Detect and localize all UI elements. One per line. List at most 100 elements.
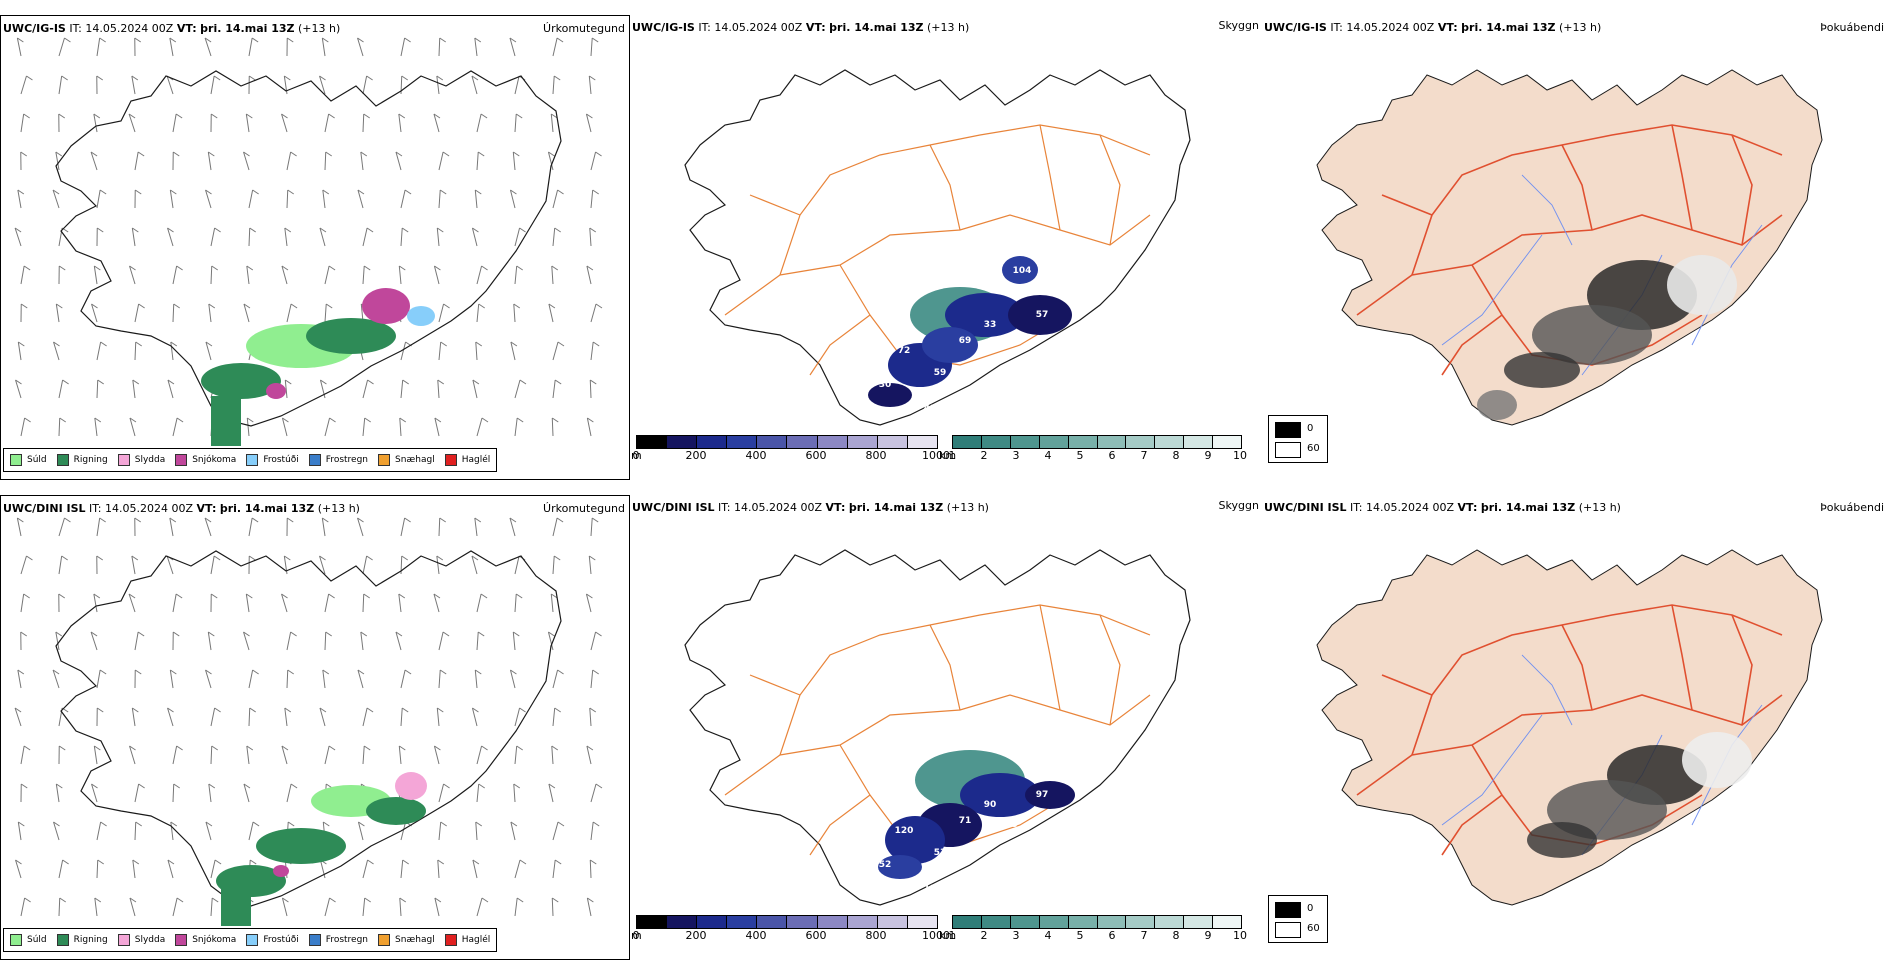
- wind-barb-tick: [249, 76, 255, 80]
- wind-barb: [208, 152, 211, 170]
- wind-barb-tick: [326, 304, 332, 308]
- cloud-base-value: 104: [1013, 266, 1032, 276]
- panel-title: UWC/DINI ISL IT: 14.05.2024 00Z VT: þri.…: [632, 501, 989, 514]
- wind-barb-tick: [438, 380, 444, 384]
- wind-barb: [439, 152, 443, 170]
- wind-barb: [363, 594, 364, 612]
- wind-barb: [133, 860, 135, 878]
- wind-barb: [209, 784, 211, 802]
- colorbar-tick: 10: [1233, 929, 1247, 942]
- wind-barb: [363, 898, 365, 916]
- wind-barb-tick: [557, 38, 563, 42]
- colorbar-tick: 9: [1205, 449, 1212, 462]
- wind-barb: [477, 152, 478, 170]
- legend-label: Súld: [27, 935, 47, 945]
- legend-label: Frostregn: [326, 455, 368, 465]
- wind-barb: [325, 632, 326, 650]
- wind-barb: [133, 380, 135, 398]
- wind-barb: [94, 746, 97, 764]
- wind-barb: [56, 784, 59, 802]
- wind-barb: [551, 114, 553, 132]
- wind-barb: [59, 860, 63, 878]
- wind-barb: [590, 708, 591, 726]
- wind-barb: [553, 708, 555, 726]
- wind-barb: [439, 784, 444, 802]
- precip-panel-bottom: UWC/DINI ISL IT: 14.05.2024 00Z VT: þri.…: [0, 495, 630, 960]
- colorbar-tick: 400: [746, 929, 767, 942]
- wind-barb-tick: [513, 632, 519, 636]
- colorbar-step: [757, 436, 787, 448]
- wind-barb: [399, 594, 401, 612]
- wind-barb: [363, 266, 364, 284]
- wind-barb-tick: [211, 594, 217, 598]
- wind-barb: [439, 518, 440, 536]
- wind-barb: [211, 708, 215, 726]
- legend-item: Súld: [10, 454, 47, 466]
- wind-barb-tick: [364, 114, 370, 118]
- wind-barb-tick: [252, 38, 258, 42]
- wind-barb-tick: [592, 38, 598, 42]
- road: [810, 795, 870, 855]
- wind-barb-tick: [365, 898, 371, 902]
- wind-barb: [285, 228, 287, 246]
- legend-label: Frostúði: [263, 455, 298, 465]
- wind-barb: [439, 822, 441, 840]
- wind-barb: [53, 190, 59, 208]
- wind-barb: [587, 898, 591, 916]
- fog-legend-low: 0: [1307, 423, 1313, 434]
- wind-barb: [173, 898, 177, 916]
- legend-swatch: [57, 454, 69, 466]
- wind-barb: [21, 556, 26, 574]
- colorbar-tick: 6: [1109, 449, 1116, 462]
- wind-barb: [513, 632, 515, 650]
- colorbar-step: [1213, 436, 1241, 448]
- wind-barb-tick: [173, 632, 179, 636]
- wind-barb: [170, 670, 173, 688]
- wind-barb: [553, 76, 554, 94]
- wind-barb-tick: [403, 860, 409, 864]
- wind-barb-tick: [593, 190, 599, 194]
- wind-barb: [515, 860, 520, 878]
- wind-barb: [129, 594, 135, 612]
- wind-barb: [211, 860, 215, 878]
- colorbar-step: [1126, 436, 1155, 448]
- fog-legend: 0 60: [1268, 895, 1328, 943]
- wind-barb-tick: [592, 518, 598, 522]
- fog-legend-swatch-dark: [1275, 902, 1301, 918]
- wind-barb: [552, 266, 553, 284]
- colorbar-tick: 4: [1045, 449, 1052, 462]
- wind-barb-tick: [176, 594, 182, 598]
- wind-barb: [477, 898, 482, 916]
- road: [1040, 125, 1060, 230]
- wind-barb: [18, 190, 21, 208]
- wind-barb: [21, 898, 25, 916]
- wind-barb-tick: [138, 632, 144, 636]
- wind-barb-tick: [520, 860, 526, 864]
- colorbar-tick: 600: [806, 449, 827, 462]
- panel-type-label: Þokuábendi: [1820, 501, 1884, 514]
- cloud-base-value: 48: [1002, 340, 1015, 350]
- road: [1040, 605, 1060, 710]
- wind-barb-tick: [253, 190, 259, 194]
- wind-barb-tick: [476, 822, 482, 826]
- cloud-base-value: 57: [1036, 310, 1049, 320]
- wind-barb: [552, 746, 553, 764]
- wind-barb: [515, 708, 520, 726]
- wind-barb-tick: [253, 670, 259, 674]
- wind-barb-tick: [212, 898, 218, 902]
- ceiling-unit: m: [631, 929, 642, 942]
- wind-barb: [475, 518, 477, 536]
- colorbar-step: [727, 916, 757, 928]
- wind-barb-tick: [323, 822, 329, 826]
- wind-barb: [515, 594, 516, 612]
- wind-barb-tick: [247, 418, 253, 422]
- wind-barb: [325, 304, 326, 322]
- colorbar-step: [667, 916, 697, 928]
- wind-barb: [323, 670, 325, 688]
- colorbar-step: [848, 916, 878, 928]
- wind-barb-tick: [517, 266, 523, 270]
- wind-barb: [97, 860, 98, 878]
- colorbar-step: [787, 916, 817, 928]
- wind-barb: [21, 418, 25, 436]
- colorbar-tick: 3: [1013, 929, 1020, 942]
